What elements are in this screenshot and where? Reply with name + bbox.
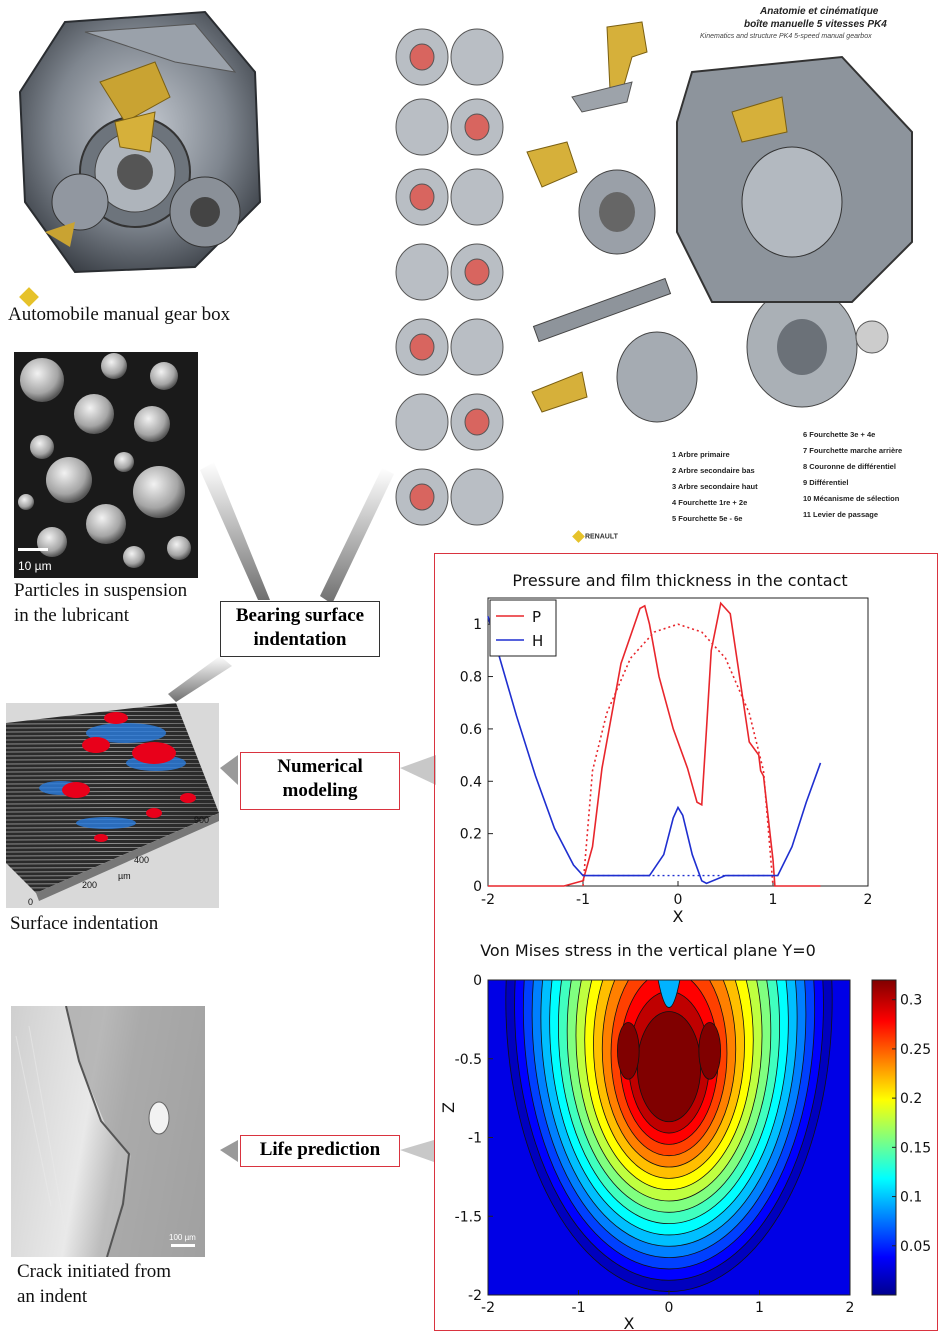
legend-item: 10 Mécanisme de sélection bbox=[803, 494, 900, 503]
legend-item: 9 Différentiel bbox=[803, 478, 849, 487]
legend-item: 5 Fourchette 5e - 6e bbox=[672, 514, 743, 523]
chart2-title: Von Mises stress in the vertical plane Y… bbox=[480, 941, 816, 960]
surface-axis-label: 900 bbox=[194, 815, 209, 825]
surface-axis-label: 0 bbox=[28, 897, 33, 907]
bearing-label-1: Bearing surface bbox=[235, 605, 365, 626]
brand-label: RENAULT bbox=[584, 533, 618, 541]
surface-indentation-image: 400 200 µm 0 900 bbox=[6, 703, 219, 908]
chart1-ytick-label: 1 bbox=[473, 617, 482, 633]
bearing-surface-box: Bearing surface indentation bbox=[220, 601, 380, 657]
chart1-title: Pressure and film thickness in the conta… bbox=[512, 571, 847, 590]
chart1-xtick-label: -1 bbox=[576, 892, 590, 908]
gearbox-illustration bbox=[5, 2, 275, 282]
chart2-xtick-label: 2 bbox=[846, 1300, 855, 1316]
chart1-ytick-label: 0.4 bbox=[460, 774, 482, 790]
chart1-series-p bbox=[488, 601, 821, 887]
chart2-colorbar-label: 0.05 bbox=[900, 1239, 931, 1255]
exploded-legend-left: 1 Arbre primaire 2 Arbre secondaire bas … bbox=[672, 447, 758, 527]
chart1-xtick-label: -2 bbox=[481, 892, 495, 908]
legend-item: 1 Arbre primaire bbox=[672, 450, 730, 459]
chart1-legend-label: P bbox=[532, 608, 541, 626]
chart2-colorbar-label: 0.1 bbox=[900, 1190, 922, 1206]
chart2-peak-lobe bbox=[617, 1022, 640, 1080]
legend-item: 6 Fourchette 3e + 4e bbox=[803, 430, 876, 439]
chart1-series-p-hertz- bbox=[582, 623, 774, 887]
chart2-colorbar-label: 0.3 bbox=[900, 993, 922, 1009]
chart1-ytick-label: 0.2 bbox=[460, 827, 482, 843]
chart1-xtick-label: 0 bbox=[674, 892, 683, 908]
numerical-label-1: Numerical bbox=[277, 756, 363, 777]
chart2-ytick-label: -2 bbox=[468, 1288, 482, 1304]
exploded-title-2: boîte manuelle 5 vitesses PK4 bbox=[744, 19, 887, 30]
chart2-colorbar bbox=[871, 979, 897, 1296]
chart1-xtick-label: 2 bbox=[864, 892, 873, 908]
particles-caption-2: in the lubricant bbox=[14, 605, 130, 626]
chart1-ytick-label: 0.8 bbox=[460, 670, 482, 686]
chart1-ytick-label: 0 bbox=[473, 879, 482, 895]
chart1-legend-box bbox=[489, 599, 557, 657]
numerical-results-frame bbox=[434, 553, 938, 1331]
chart2-colorbar-label: 0.25 bbox=[900, 1042, 931, 1058]
surface-axis-label: µm bbox=[118, 871, 131, 881]
pressure-film-chart: Pressure and film thickness in the conta… bbox=[460, 571, 873, 926]
chart2-colorbar-label: 0.2 bbox=[900, 1091, 922, 1107]
exploded-legend-right: 6 Fourchette 3e + 4e 7 Fourchette marche… bbox=[803, 427, 902, 523]
legend-item: 11 Levier de passage bbox=[803, 510, 879, 519]
surface-axis-label: 400 bbox=[134, 855, 149, 865]
gearbox-caption: Automobile manual gear box bbox=[8, 304, 231, 325]
legend-item: 4 Fourchette 1re + 2e bbox=[672, 498, 748, 507]
chart2-xtick-label: 0 bbox=[665, 1300, 674, 1316]
chart2-ytick-label: -1.5 bbox=[455, 1209, 482, 1225]
von-mises-chart: Von Mises stress in the vertical plane Y… bbox=[439, 941, 931, 1333]
chart2-peak-lobe bbox=[698, 1022, 721, 1080]
chart2-ytick-label: -1 bbox=[468, 1131, 482, 1147]
particles-caption-1: Particles in suspension bbox=[14, 580, 188, 601]
surface-axis-label: 200 bbox=[82, 880, 97, 890]
chart1-legend: PH bbox=[489, 599, 557, 657]
exploded-view bbox=[392, 2, 940, 550]
life-prediction-box: Life prediction bbox=[240, 1135, 400, 1167]
exploded-subtitle: Kinematics and structure PK4 5-speed man… bbox=[700, 33, 872, 40]
exploded-brand: RENAULT bbox=[572, 530, 618, 543]
legend-item: 2 Arbre secondaire bas bbox=[672, 466, 755, 475]
legend-item: 3 Arbre secondaire haut bbox=[672, 482, 758, 491]
numerical-label-2: modeling bbox=[282, 780, 358, 801]
crack-caption-1: Crack initiated from bbox=[17, 1261, 172, 1282]
chart2-colorbar-label: 0.15 bbox=[900, 1140, 931, 1156]
chart2-surface-notch bbox=[657, 980, 681, 1008]
legend-item: 7 Fourchette marche arrière bbox=[803, 446, 903, 455]
crack-scale-label: 100 µm bbox=[169, 1233, 196, 1242]
bearing-label-2: indentation bbox=[253, 629, 347, 650]
chart1-legend-label: H bbox=[532, 632, 543, 650]
chart2-xtick-label: 1 bbox=[755, 1300, 764, 1316]
chart2-xtick-label: -2 bbox=[481, 1300, 495, 1316]
indentation-caption: Surface indentation bbox=[10, 913, 159, 934]
particles-scale-label: 10 µm bbox=[18, 559, 52, 573]
chart1-xlabel: X bbox=[673, 907, 684, 926]
chart1-series-h bbox=[487, 616, 822, 885]
chart2-contour bbox=[636, 1011, 702, 1123]
crack-caption-2: an indent bbox=[17, 1286, 88, 1307]
chart2-xtick-label: -1 bbox=[572, 1300, 586, 1316]
particles-image: 10 µm bbox=[14, 352, 198, 578]
life-label: Life prediction bbox=[259, 1139, 381, 1160]
numerical-modeling-box: Numerical modeling bbox=[240, 752, 400, 810]
legend-item: 8 Couronne de différentiel bbox=[803, 462, 896, 471]
exploded-title-1: Anatomie et cinématique bbox=[760, 6, 879, 17]
chart1-ytick-label: 0.6 bbox=[460, 722, 482, 738]
crack-image: 100 µm bbox=[11, 1006, 205, 1257]
chart2-xlabel: X bbox=[624, 1314, 635, 1333]
chart2-ylabel: Z bbox=[439, 1102, 458, 1113]
chart2-ytick-label: -0.5 bbox=[455, 1052, 482, 1068]
chart1-xtick-label: 1 bbox=[769, 892, 778, 908]
chart2-ytick-label: 0 bbox=[473, 973, 482, 989]
